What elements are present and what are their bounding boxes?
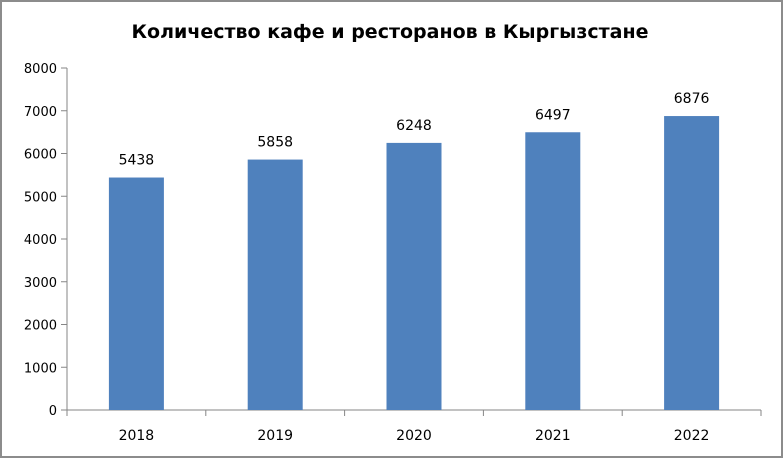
y-tick-label: 4000 [24,233,57,248]
x-tick-label: 2018 [119,428,155,444]
x-tick-label: 2019 [257,428,293,444]
data-label: 5858 [257,135,293,151]
bar [664,116,720,411]
data-label: 6248 [396,118,432,134]
y-tick-label: 2000 [24,319,57,334]
bar [108,177,164,410]
data-label: 5438 [119,153,155,169]
chart-title: Количество кафе и ресторанов в Кыргызста… [132,21,649,43]
y-tick-label: 5000 [24,190,57,205]
y-tick-label: 8000 [24,62,57,77]
x-tick-label: 2021 [535,428,571,444]
bar [386,142,442,410]
data-label: 6876 [674,91,710,107]
y-tick-label: 3000 [24,276,57,291]
y-tick-label: 1000 [24,361,57,376]
y-tick-label: 0 [49,404,57,419]
data-label: 6497 [535,107,571,123]
x-tick-label: 2020 [396,428,432,444]
y-tick-label: 6000 [24,148,57,163]
y-tick-label: 7000 [24,105,57,120]
bar [525,132,581,411]
bar [247,159,303,410]
x-tick-label: 2022 [674,428,710,444]
